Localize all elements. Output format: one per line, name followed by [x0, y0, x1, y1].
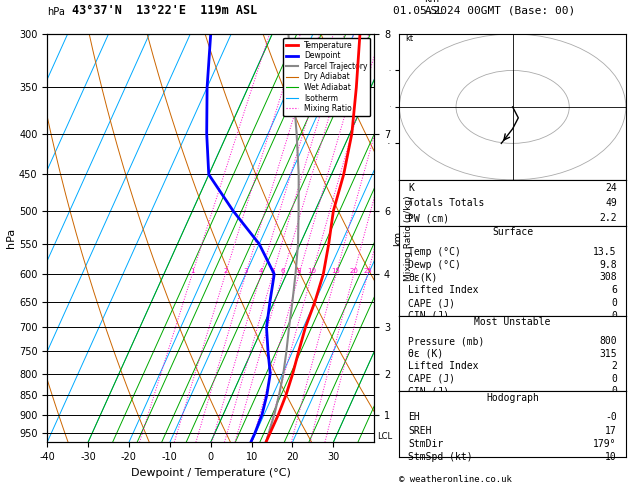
Text: 01.05.2024 00GMT (Base: 00): 01.05.2024 00GMT (Base: 00): [393, 5, 576, 16]
Text: 10: 10: [605, 452, 617, 462]
Text: 6: 6: [281, 268, 285, 274]
Text: LCL: LCL: [377, 433, 392, 441]
Text: 15: 15: [331, 268, 340, 274]
Text: SREH: SREH: [408, 426, 432, 435]
Text: 1: 1: [190, 268, 194, 274]
Text: 10: 10: [308, 268, 316, 274]
Y-axis label: hPa: hPa: [6, 228, 16, 248]
Text: 308: 308: [599, 272, 617, 282]
Text: 315: 315: [599, 348, 617, 359]
Text: CIN (J): CIN (J): [408, 386, 450, 396]
Text: 24: 24: [605, 183, 617, 192]
Text: Mixing Ratio (g/kg): Mixing Ratio (g/kg): [404, 195, 413, 281]
Text: 0: 0: [611, 374, 617, 383]
Text: 2: 2: [611, 361, 617, 371]
Text: θε (K): θε (K): [408, 348, 443, 359]
Text: 25: 25: [364, 268, 372, 274]
X-axis label: Dewpoint / Temperature (°C): Dewpoint / Temperature (°C): [131, 468, 291, 478]
Text: StmDir: StmDir: [408, 439, 443, 449]
Text: 0: 0: [611, 386, 617, 396]
Text: kt: kt: [405, 35, 413, 43]
Text: EH: EH: [408, 413, 420, 422]
Text: K: K: [408, 183, 415, 192]
Y-axis label: km
ASL: km ASL: [393, 229, 415, 247]
Text: Surface: Surface: [492, 227, 533, 238]
Text: 4: 4: [259, 268, 263, 274]
Text: CAPE (J): CAPE (J): [408, 298, 455, 308]
Text: θε(K): θε(K): [408, 272, 438, 282]
Text: 3: 3: [243, 268, 248, 274]
Text: km
ASL: km ASL: [425, 0, 443, 16]
Text: 5: 5: [270, 268, 275, 274]
Text: -0: -0: [605, 413, 617, 422]
Text: hPa: hPa: [47, 7, 65, 17]
Text: 9.8: 9.8: [599, 260, 617, 270]
Text: StmSpd (kt): StmSpd (kt): [408, 452, 473, 462]
Text: Lifted Index: Lifted Index: [408, 285, 479, 295]
Text: 2: 2: [223, 268, 228, 274]
Text: 0: 0: [611, 298, 617, 308]
Text: 2.2: 2.2: [599, 213, 617, 223]
Text: 13.5: 13.5: [593, 247, 617, 257]
Text: 6: 6: [611, 285, 617, 295]
Text: 800: 800: [599, 336, 617, 346]
Text: 17: 17: [605, 426, 617, 435]
Text: Most Unstable: Most Unstable: [474, 317, 551, 327]
Text: CIN (J): CIN (J): [408, 311, 450, 321]
Text: 43°37'N  13°22'E  119m ASL: 43°37'N 13°22'E 119m ASL: [72, 4, 258, 17]
Text: CAPE (J): CAPE (J): [408, 374, 455, 383]
Text: Hodograph: Hodograph: [486, 393, 539, 403]
Text: Temp (°C): Temp (°C): [408, 247, 461, 257]
Text: Lifted Index: Lifted Index: [408, 361, 479, 371]
Text: 0: 0: [611, 311, 617, 321]
Text: Totals Totals: Totals Totals: [408, 198, 485, 208]
Text: 20: 20: [349, 268, 358, 274]
Text: Dewp (°C): Dewp (°C): [408, 260, 461, 270]
Text: © weatheronline.co.uk: © weatheronline.co.uk: [399, 474, 512, 484]
Text: Pressure (mb): Pressure (mb): [408, 336, 485, 346]
Text: 49: 49: [605, 198, 617, 208]
Text: PW (cm): PW (cm): [408, 213, 450, 223]
Text: 179°: 179°: [593, 439, 617, 449]
Text: 8: 8: [297, 268, 301, 274]
Legend: Temperature, Dewpoint, Parcel Trajectory, Dry Adiabat, Wet Adiabat, Isotherm, Mi: Temperature, Dewpoint, Parcel Trajectory…: [283, 38, 370, 116]
